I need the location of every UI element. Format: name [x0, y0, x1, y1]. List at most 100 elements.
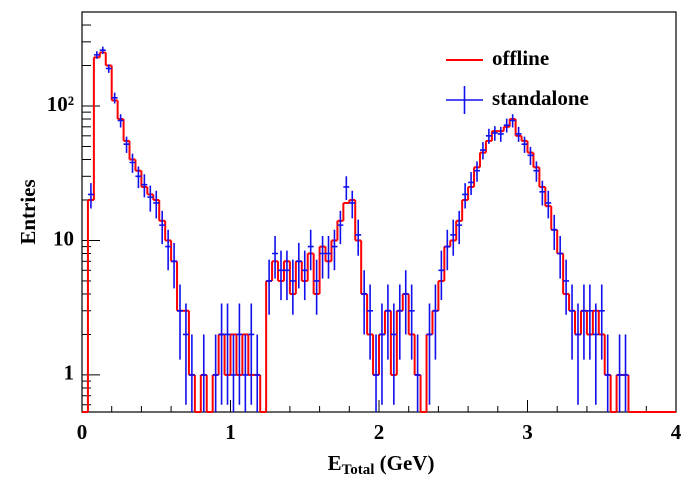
error-point: [390, 303, 397, 405]
y-tick-label: 10: [53, 226, 74, 250]
x-tick-label: 1: [225, 420, 236, 444]
error-point: [182, 303, 189, 405]
series-standalone: [87, 46, 629, 412]
error-point: [379, 303, 385, 405]
x-tick-label: 2: [374, 420, 385, 444]
y-tick-label: 10²: [47, 92, 74, 116]
error-point: [93, 51, 100, 59]
error-point: [212, 334, 219, 412]
error-point: [313, 259, 320, 315]
x-tick-label: 0: [77, 420, 88, 444]
error-point: [242, 334, 249, 412]
error-point: [462, 183, 469, 209]
legend-label: offline: [492, 46, 549, 70]
error-point: [367, 284, 374, 360]
error-point: [188, 334, 195, 412]
error-point: [622, 334, 629, 412]
error-point: [586, 284, 593, 360]
error-point: [432, 284, 439, 360]
error-point: [521, 136, 528, 153]
error-point: [349, 190, 356, 219]
error-point: [200, 334, 207, 412]
error-point: [438, 250, 445, 301]
error-point: [355, 219, 362, 256]
error-point: [503, 118, 510, 133]
error-point: [307, 229, 314, 271]
error-point: [414, 334, 421, 412]
x-title-sub: Total: [342, 462, 375, 478]
error-point: [325, 235, 332, 279]
error-point: [604, 334, 611, 412]
error-point: [468, 172, 475, 195]
y-axis-title: Entries: [16, 179, 40, 244]
error-point: [557, 235, 564, 279]
error-point: [111, 92, 118, 104]
error-point: [456, 210, 463, 245]
error-point: [515, 126, 522, 142]
error-point: [159, 210, 166, 245]
error-point: [337, 210, 344, 245]
error-point: [539, 180, 546, 206]
error-point: [491, 126, 498, 141]
error-point: [254, 334, 261, 412]
error-point: [485, 128, 492, 144]
error-point: [444, 229, 451, 271]
error-point: [141, 174, 148, 198]
error-point: [533, 161, 540, 182]
error-point: [474, 161, 480, 182]
error-point: [563, 259, 570, 315]
error-point: [283, 250, 290, 301]
error-point: [218, 303, 225, 405]
error-point: [527, 146, 534, 166]
error-point: [551, 214, 558, 250]
error-point: [343, 176, 350, 200]
legend-label: standalone: [492, 86, 589, 110]
error-point: [230, 334, 237, 412]
error-point: [575, 303, 581, 405]
error-point: [331, 229, 338, 271]
error-point: [384, 284, 391, 360]
error-point: [289, 259, 296, 315]
error-point: [147, 185, 154, 212]
error-point: [129, 153, 136, 173]
error-point: [266, 259, 273, 315]
error-point: [236, 303, 243, 405]
error-point: [301, 250, 308, 301]
error-point: [117, 114, 124, 128]
error-point: [177, 284, 183, 360]
error-point: [361, 270, 368, 335]
x-title-rest: (GeV): [374, 451, 434, 475]
error-point: [135, 166, 142, 189]
error-point: [123, 136, 130, 153]
error-point: [497, 126, 504, 142]
error-point: [248, 303, 255, 405]
x-title-main: E: [328, 451, 342, 475]
error-point: [408, 284, 415, 360]
error-point: [319, 235, 326, 279]
error-point: [569, 284, 576, 360]
error-point: [426, 303, 433, 405]
error-point: [105, 64, 112, 73]
error-point: [450, 219, 457, 256]
error-point: [165, 229, 172, 271]
error-point: [99, 46, 106, 54]
error-point: [479, 142, 486, 160]
error-point: [224, 303, 231, 405]
error-point: [373, 334, 379, 412]
error-point: [592, 303, 599, 405]
x-tick-label: 4: [671, 420, 682, 444]
error-point: [509, 114, 516, 128]
x-tick-label: 3: [522, 420, 533, 444]
error-point: [278, 250, 284, 301]
error-point: [545, 190, 552, 219]
error-point: [295, 242, 302, 289]
error-point: [580, 284, 587, 360]
error-point: [402, 270, 409, 335]
error-point: [396, 284, 403, 360]
error-point: [171, 242, 178, 289]
error-point: [153, 190, 160, 219]
error-point: [272, 235, 279, 279]
x-axis-title: ETotal (GeV): [328, 451, 435, 479]
y-tick-label: 1: [64, 361, 75, 385]
